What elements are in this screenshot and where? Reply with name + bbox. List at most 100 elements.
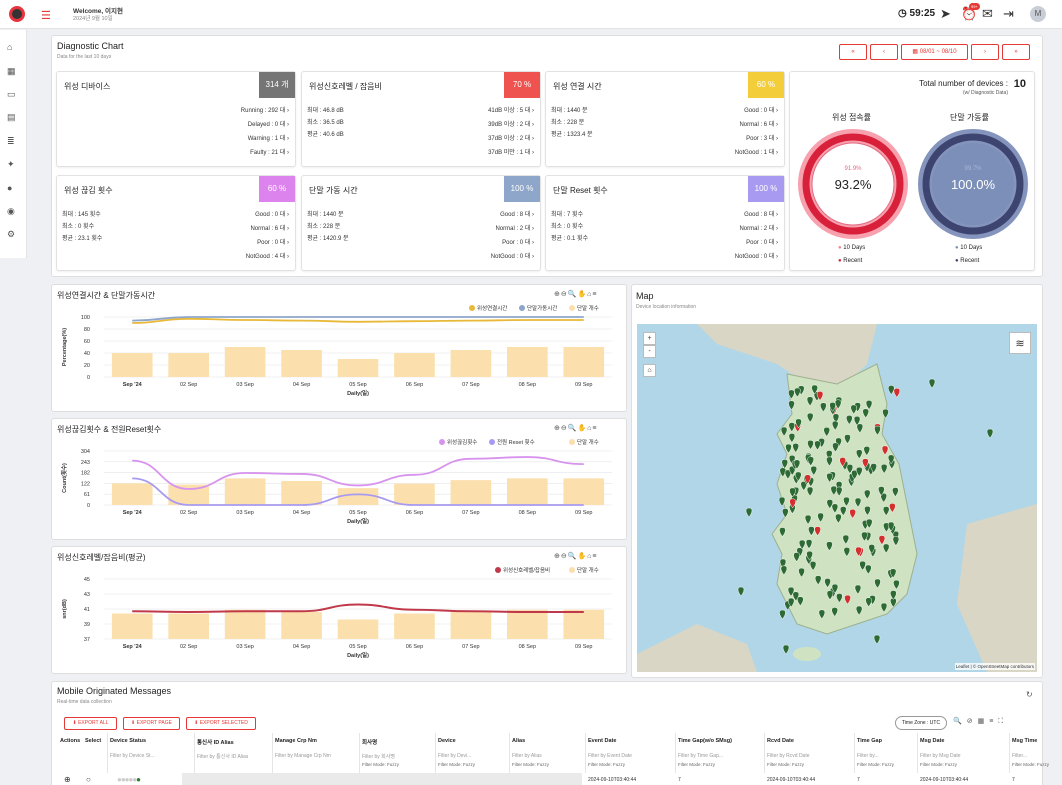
device-marker[interactable] xyxy=(874,425,881,436)
column-filter-input[interactable]: Filter by Event Date xyxy=(588,753,632,759)
bar[interactable] xyxy=(281,481,322,505)
menu-icon[interactable]: ☰ xyxy=(41,10,51,22)
bar[interactable] xyxy=(507,478,548,505)
column-header[interactable]: Rcvd Date xyxy=(767,738,794,744)
device-marker[interactable] xyxy=(781,459,789,469)
device-marker[interactable] xyxy=(890,590,897,600)
device-marker[interactable] xyxy=(817,512,824,523)
card-count-link[interactable]: Warning : 1 대 › xyxy=(247,136,289,142)
device-marker[interactable] xyxy=(882,408,889,419)
bar[interactable] xyxy=(394,353,435,377)
card-count-link[interactable]: NotGood : 0 대 › xyxy=(734,254,778,260)
bar[interactable] xyxy=(563,347,605,377)
card-count-link[interactable]: Good : 0 대 › xyxy=(744,108,778,114)
legend-marker[interactable] xyxy=(569,439,575,445)
send-icon[interactable]: ➤ xyxy=(940,6,951,21)
device-marker[interactable] xyxy=(870,463,877,473)
home-icon[interactable]: ⌂ xyxy=(7,42,13,52)
device-marker[interactable] xyxy=(851,469,858,480)
list-icon[interactable]: ≣ xyxy=(7,136,15,146)
card-count-link[interactable]: 37dB 미만 : 1 대 › xyxy=(488,150,534,156)
device-marker[interactable] xyxy=(826,541,833,552)
device-marker[interactable] xyxy=(798,539,806,550)
card-count-link[interactable]: Faulty : 21 대 › xyxy=(250,150,289,156)
device-marker[interactable] xyxy=(784,469,792,480)
device-marker[interactable] xyxy=(808,526,815,536)
column-filter-input[interactable]: Filter by Rcvd Date xyxy=(767,753,810,759)
bar[interactable] xyxy=(507,609,548,639)
column-divider[interactable] xyxy=(675,733,676,773)
device-marker[interactable] xyxy=(826,456,833,467)
device-marker[interactable] xyxy=(814,526,821,536)
bar[interactable] xyxy=(337,488,379,505)
select-radio[interactable]: ○ xyxy=(86,775,91,784)
chat-icon[interactable]: ✉ xyxy=(982,6,993,21)
chart-tools-1[interactable]: ⊕⊖🔍✋⌂≡ xyxy=(554,291,598,298)
device-marker[interactable] xyxy=(846,415,853,425)
device-marker[interactable] xyxy=(793,552,800,562)
device-marker[interactable] xyxy=(798,567,805,578)
logout-icon[interactable]: ⇥ xyxy=(1003,6,1014,21)
device-marker[interactable] xyxy=(806,486,814,497)
device-marker[interactable] xyxy=(846,464,854,474)
series-line[interactable] xyxy=(132,456,584,490)
device-marker[interactable] xyxy=(818,609,826,620)
settings-icon[interactable]: ⚙ xyxy=(7,229,16,239)
info-icon[interactable]: ● xyxy=(7,183,13,193)
card-count-link[interactable]: Normal : 6 대 › xyxy=(739,122,778,128)
column-divider[interactable] xyxy=(854,733,855,773)
column-header[interactable]: Manage Crp Nm xyxy=(275,738,317,744)
device-marker[interactable] xyxy=(874,578,881,589)
broadcast-icon[interactable]: ◉ xyxy=(7,206,15,216)
device-marker[interactable] xyxy=(855,546,862,557)
device-marker[interactable] xyxy=(862,458,869,468)
device-marker[interactable] xyxy=(789,498,796,509)
device-marker[interactable] xyxy=(864,489,871,500)
bar[interactable] xyxy=(281,350,322,377)
bar[interactable] xyxy=(111,483,153,505)
device-marker[interactable] xyxy=(806,396,814,407)
card-count-link[interactable]: Normal : 2 대 › xyxy=(739,226,778,232)
device-marker[interactable] xyxy=(806,550,813,561)
card-count-link[interactable]: Running : 292 대 › xyxy=(240,108,289,114)
device-marker[interactable] xyxy=(873,634,881,645)
device-marker[interactable] xyxy=(823,427,830,437)
device-marker[interactable] xyxy=(864,506,871,516)
device-marker[interactable] xyxy=(788,433,796,443)
device-marker[interactable] xyxy=(889,503,896,513)
column-divider[interactable] xyxy=(359,733,360,773)
map-attribution[interactable]: Leaflet | © OpenStreetMap contributors xyxy=(954,663,1035,670)
device-marker[interactable] xyxy=(881,445,889,456)
card-count-link[interactable]: 41dB 이상 : 5 대 › xyxy=(488,108,534,114)
device-marker[interactable] xyxy=(853,416,861,426)
device-marker[interactable] xyxy=(865,597,872,608)
device-marker[interactable] xyxy=(865,518,873,529)
device-marker[interactable] xyxy=(887,454,895,465)
bar[interactable] xyxy=(337,359,379,377)
export-page-button[interactable]: ⬇ EXPORT PAGE xyxy=(123,717,180,730)
legend-marker[interactable] xyxy=(569,567,575,573)
device-marker[interactable] xyxy=(820,402,827,413)
legend-marker[interactable] xyxy=(489,439,495,445)
column-filter-input[interactable]: Filter... xyxy=(1012,753,1028,759)
legend-label[interactable]: 전원 Reset 횟수 xyxy=(497,438,535,446)
column-divider[interactable] xyxy=(1009,733,1010,773)
series-line[interactable] xyxy=(132,477,584,506)
bar[interactable] xyxy=(450,480,492,505)
device-marker[interactable] xyxy=(829,402,836,412)
column-header[interactable]: 회사명 xyxy=(362,740,378,746)
card-count-link[interactable]: Poor : 3 대 › xyxy=(746,136,778,142)
device-marker[interactable] xyxy=(789,465,796,476)
bar[interactable] xyxy=(563,609,605,639)
device-marker[interactable] xyxy=(793,459,801,470)
column-divider[interactable] xyxy=(764,733,765,773)
device-marker[interactable] xyxy=(835,486,843,497)
device-marker[interactable] xyxy=(856,466,863,477)
device-marker[interactable] xyxy=(780,426,788,437)
device-marker[interactable] xyxy=(854,584,862,595)
column-header[interactable]: 통신사 ID Alias xyxy=(197,740,234,746)
device-marker[interactable] xyxy=(863,446,871,456)
device-marker[interactable] xyxy=(826,499,834,509)
device-marker[interactable] xyxy=(824,578,831,588)
device-marker[interactable] xyxy=(832,442,839,453)
